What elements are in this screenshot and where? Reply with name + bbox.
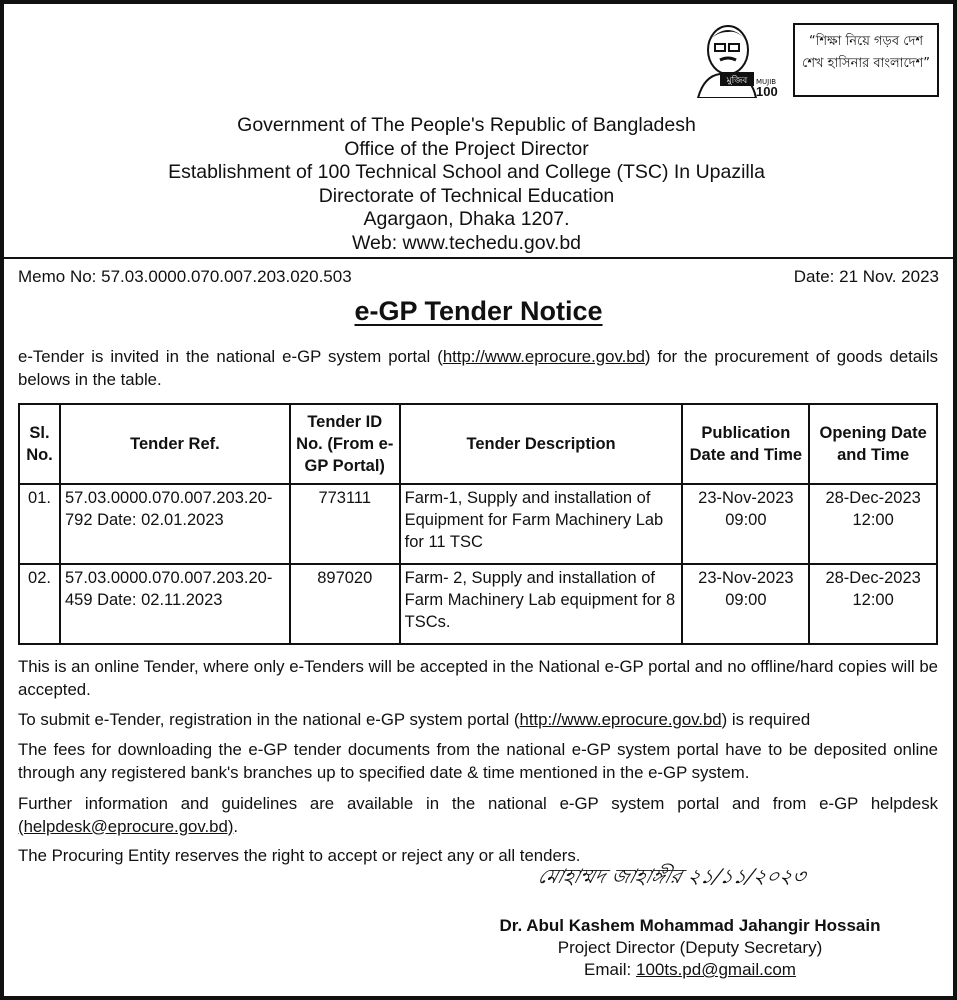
intro-text-end: ) for the procurement of goods details b… bbox=[18, 347, 938, 389]
table-header-row: Sl. No. Tender Ref. Tender ID No. (From … bbox=[18, 403, 938, 485]
email-label: Email: bbox=[584, 960, 636, 979]
letterhead: Government of The People's Republic of B… bbox=[0, 114, 933, 255]
col-desc: Tender Description bbox=[398, 403, 684, 485]
eprocure-link-2[interactable]: http://www.eprocure.gov.bd bbox=[519, 710, 722, 729]
header-divider bbox=[4, 257, 953, 259]
svg-text:মুজিব: মুজিব bbox=[726, 75, 749, 86]
intro-paragraph: e-Tender is invited in the national e-GP… bbox=[18, 346, 938, 391]
note-text-end: ) is required bbox=[721, 710, 811, 729]
header-project: Establishment of 100 Technical School an… bbox=[168, 161, 765, 183]
cell-pub: 23-Nov-2023 09:00 bbox=[681, 483, 811, 565]
table-row: 02. 57.03.0000.070.007.203.20-459 Date: … bbox=[18, 563, 938, 645]
svg-text:MUJIB: MUJIB bbox=[756, 78, 776, 86]
note-text: Further information and guidelines are a… bbox=[18, 794, 938, 813]
note-text: To submit e-Tender, registration in the … bbox=[18, 710, 520, 729]
note-rights: The Procuring Entity reserves the right … bbox=[18, 846, 581, 865]
memo-number: Memo No: 57.03.0000.070.007.203.020.503 bbox=[18, 267, 352, 286]
cell-open: 28-Dec-2023 12:00 bbox=[808, 483, 938, 565]
note-text-end: . bbox=[233, 816, 239, 836]
cell-id: 897020 bbox=[288, 563, 401, 645]
header-directorate: Directorate of Technical Education bbox=[318, 184, 615, 207]
note-fees: The fees for downloading the e-GP tender… bbox=[18, 740, 938, 782]
signatory-email-link[interactable]: 100ts.pd@gmail.com bbox=[636, 960, 796, 979]
open-date: 28-Dec-2023 bbox=[825, 569, 921, 587]
svg-text:100: 100 bbox=[756, 84, 778, 98]
slogan-line-2: শেখ হাসিনার বাংলাদেশ” bbox=[802, 56, 930, 71]
note-registration: To submit e-Tender, registration in the … bbox=[18, 709, 938, 732]
signatory-name: Dr. Abul Kashem Mohammad Jahangir Hossai… bbox=[499, 916, 881, 935]
note-helpdesk: Further information and guidelines are a… bbox=[18, 793, 938, 838]
cell-sl: 01. bbox=[18, 483, 61, 565]
pub-time: 09:00 bbox=[725, 511, 767, 529]
eprocure-link[interactable]: http://www.eprocure.gov.bd bbox=[442, 347, 645, 366]
col-pub: Publication Date and Time bbox=[681, 403, 811, 485]
pub-date: 23-Nov-2023 bbox=[698, 569, 794, 587]
col-sl: Sl. No. bbox=[18, 403, 61, 485]
cell-desc: Farm-1, Supply and installation of Equip… bbox=[398, 483, 684, 565]
open-time: 12:00 bbox=[852, 511, 894, 529]
open-date: 28-Dec-2023 bbox=[825, 489, 921, 507]
col-open: Opening Date and Time bbox=[808, 403, 938, 485]
header-government: Government of The People's Republic of B… bbox=[237, 114, 696, 136]
page-title: e-GP Tender Notice bbox=[0, 296, 957, 327]
pub-date: 23-Nov-2023 bbox=[698, 489, 794, 507]
cell-ref: 57.03.0000.070.007.203.20-459 Date: 02.1… bbox=[58, 563, 291, 645]
open-time: 12:00 bbox=[852, 591, 894, 609]
signatory-block: Dr. Abul Kashem Mohammad Jahangir Hossai… bbox=[430, 915, 950, 981]
helpdesk-email-link[interactable]: (helpdesk@eprocure.gov.bd) bbox=[18, 816, 234, 836]
title-text: e-GP Tender Notice bbox=[354, 296, 603, 326]
cell-open: 28-Dec-2023 12:00 bbox=[808, 563, 938, 645]
slogan-box: “শিক্ষা নিয়ে গড়ব দেশ শেখ হাসিনার বাংলা… bbox=[793, 23, 939, 97]
tender-table: Sl. No. Tender Ref. Tender ID No. (From … bbox=[18, 403, 938, 645]
header-web: Web: www.techedu.gov.bd bbox=[351, 231, 582, 254]
signatory-email-line: Email: 100ts.pd@gmail.com bbox=[430, 959, 950, 981]
table-row: 01. 57.03.0000.070.007.203.20-792 Date: … bbox=[18, 483, 938, 565]
notice-date: Date: 21 Nov. 2023 bbox=[793, 267, 939, 286]
intro-text: e-Tender is invited in the national e-GP… bbox=[18, 347, 443, 366]
header-office: Office of the Project Director bbox=[344, 137, 589, 160]
cell-id: 773111 bbox=[288, 483, 401, 565]
cell-desc: Farm- 2, Supply and installation of Farm… bbox=[398, 563, 684, 645]
signatory-designation: Project Director (Deputy Secretary) bbox=[557, 938, 823, 957]
col-ref: Tender Ref. bbox=[58, 403, 291, 485]
pub-time: 09:00 bbox=[725, 591, 767, 609]
header-address: Agargaon, Dhaka 1207. bbox=[363, 208, 570, 230]
slogan-line-1: “শিক্ষা নিয়ে গড়ব দেশ bbox=[808, 34, 924, 49]
note-online-tender: This is an online Tender, where only e-T… bbox=[18, 657, 938, 699]
handwritten-signature: মোহাম্মদ জাহাঙ্গীর ২১/১১/২০২৩ bbox=[535, 864, 809, 888]
cell-sl: 02. bbox=[18, 563, 61, 645]
cell-ref: 57.03.0000.070.007.203.20-792 Date: 02.0… bbox=[58, 483, 291, 565]
cell-pub: 23-Nov-2023 09:00 bbox=[681, 563, 811, 645]
col-id: Tender ID No. (From e-GP Portal) bbox=[288, 403, 401, 485]
mujib-100-logo: মুজিব MUJIB 100 bbox=[696, 25, 778, 98]
